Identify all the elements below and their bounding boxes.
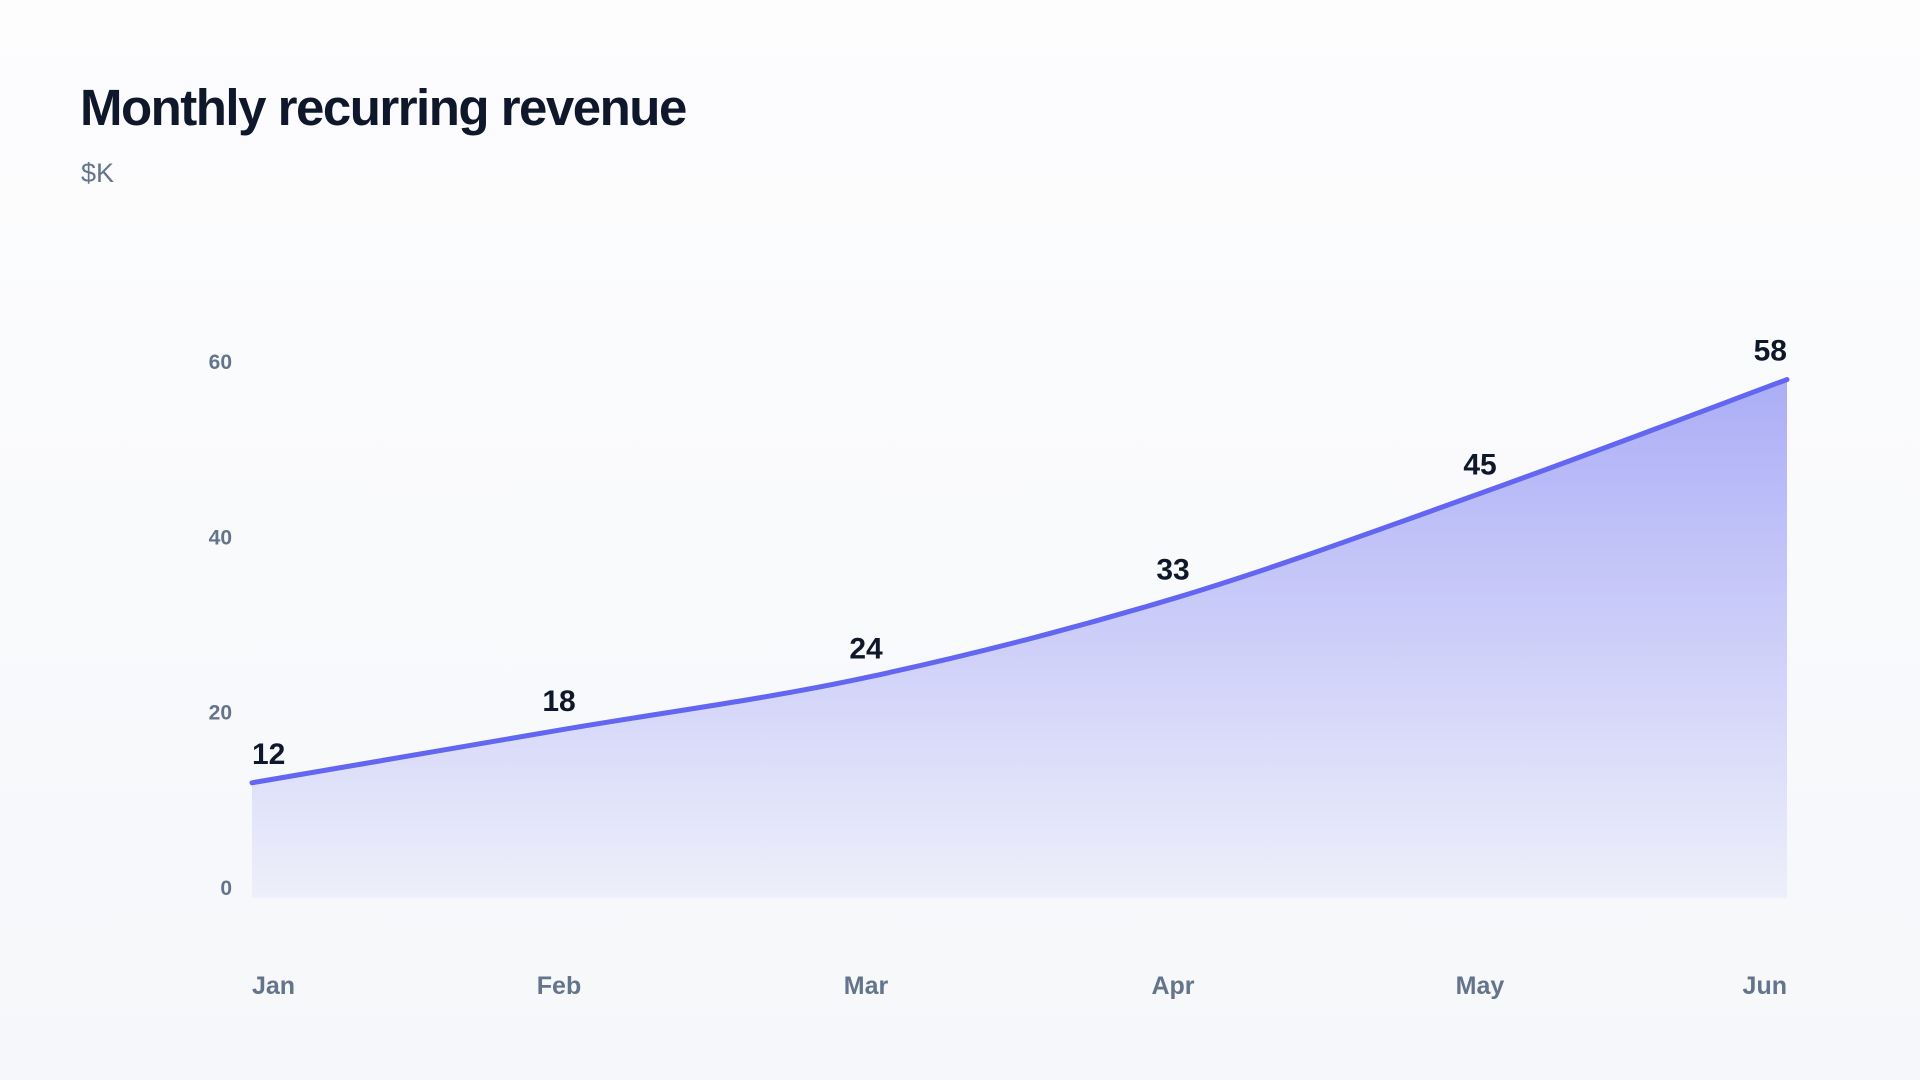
x-tick-label: Apr <box>1151 972 1194 1000</box>
data-labels: 12 18 24 33 45 58 <box>252 335 1787 771</box>
chart-subtitle-unit: $K <box>81 158 115 188</box>
y-tick-label: 20 <box>209 702 232 725</box>
y-tick-label: 40 <box>209 526 232 549</box>
area-fill <box>252 379 1787 898</box>
x-tick-label: Jan <box>252 972 295 1000</box>
area-layer <box>252 379 1787 898</box>
x-tick-label: Jun <box>1743 972 1787 1000</box>
y-tick-label: 60 <box>209 351 232 374</box>
data-label: 12 <box>252 738 285 771</box>
data-label: 18 <box>542 685 575 718</box>
data-label: 45 <box>1463 449 1496 482</box>
series-line <box>249 377 1790 786</box>
y-tick-label: 0 <box>220 877 232 900</box>
line-layer <box>249 377 1790 786</box>
chart-title: Monthly recurring revenue <box>80 79 687 136</box>
x-tick-label: Feb <box>537 972 581 1000</box>
y-axis-ticks: 0 20 40 60 <box>209 351 232 900</box>
x-tick-label: Mar <box>844 972 889 1000</box>
x-tick-label: May <box>1456 972 1505 1000</box>
data-label: 33 <box>1156 554 1189 587</box>
x-axis-labels: Jan Feb Mar Apr May Jun <box>252 972 1787 1000</box>
data-label: 24 <box>849 633 883 666</box>
data-label: 58 <box>1754 335 1787 368</box>
